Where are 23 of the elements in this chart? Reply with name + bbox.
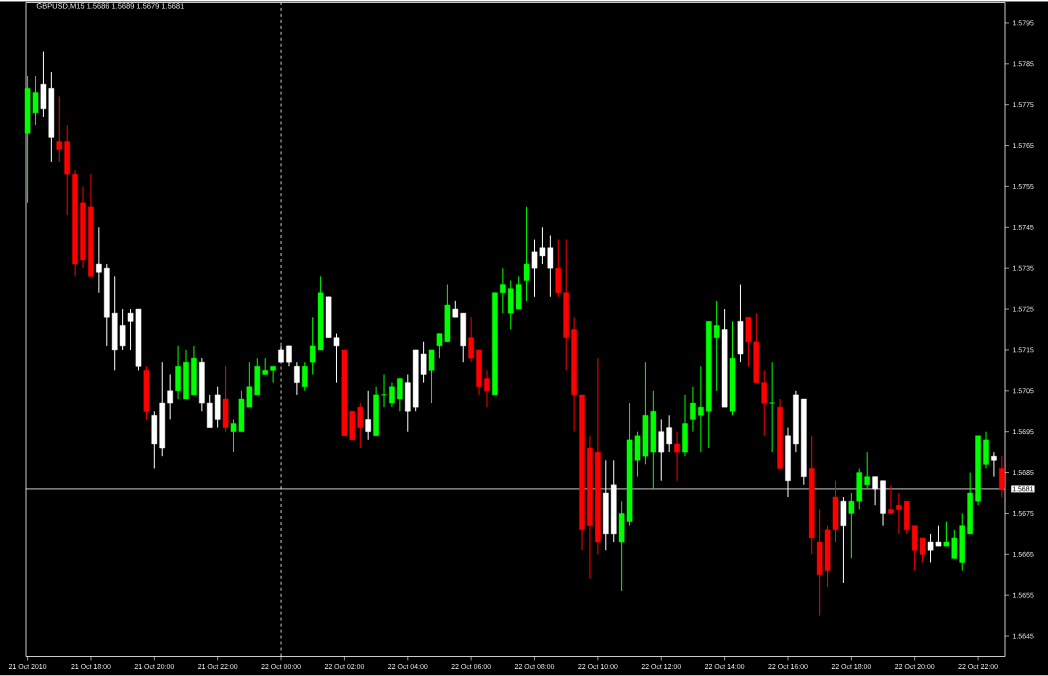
candlestick xyxy=(302,361,308,392)
candlestick xyxy=(365,390,371,441)
candlestick xyxy=(270,366,276,384)
candlestick xyxy=(674,431,680,482)
candlestick xyxy=(167,374,173,421)
candlestick xyxy=(769,361,776,453)
candlestick xyxy=(999,455,1005,498)
candlestick xyxy=(389,382,395,408)
candlestick xyxy=(690,386,696,433)
candlestick xyxy=(991,451,997,478)
candlestick xyxy=(896,492,902,535)
candlestick xyxy=(96,227,102,294)
candlestick xyxy=(286,345,292,368)
candlestick xyxy=(484,370,490,408)
candlestick xyxy=(428,349,435,404)
candlestick xyxy=(468,316,474,363)
candlestick xyxy=(294,361,300,396)
candlestick xyxy=(500,267,506,314)
candlestick xyxy=(397,378,403,412)
candlestick xyxy=(698,366,704,453)
candlestick xyxy=(523,206,530,302)
candlestick xyxy=(888,484,894,515)
candlestick xyxy=(380,374,388,408)
